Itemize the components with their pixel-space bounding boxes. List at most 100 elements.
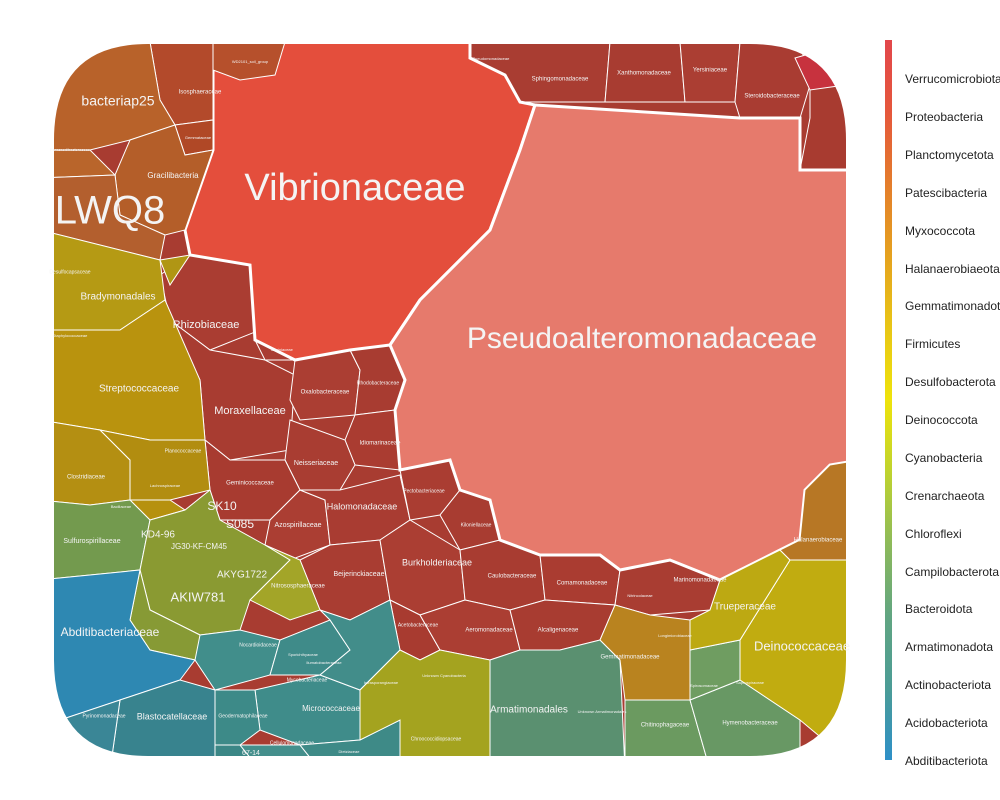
label-halanaerobiaceae: Halanaerobiaceae	[794, 538, 843, 544]
label-spirosomaceae: Spirosomaceae	[690, 683, 719, 688]
label-clostridiaceae: Clostridiaceae	[67, 475, 106, 481]
legend-item: Actinobacteriota	[905, 678, 992, 692]
label-gemmataceae: Gemmataceae	[185, 135, 212, 140]
legend-item: Firmicutes	[905, 337, 961, 351]
cell-wd2101	[212, 42, 286, 81]
label-saprospiraceae: Saprospiraceae	[736, 680, 765, 685]
label-nocardioidaceae: Nocardioidaceae	[239, 642, 277, 648]
label-aeromonadaceae: Aeromonadaceae	[465, 628, 513, 634]
label-chitinophagaceae: Chitinophagaceae	[641, 723, 690, 729]
label-67-14: 67-14	[242, 750, 260, 757]
legend-item: Chloroflexi	[905, 527, 962, 541]
label-kiloniellaceae: Kiloniellaceae	[461, 522, 492, 528]
label-erwiniaceae: Erwiniaceae	[271, 347, 294, 352]
cell-pseudoalteromonadaceae	[388, 103, 848, 582]
label-micrococcaceae: Micrococcaceae	[302, 704, 360, 713]
label-bacteriap25: bacteriap25	[81, 93, 154, 109]
label-staphylococcaceae: Staphylococcaceae	[53, 333, 88, 338]
label-sphingomonadaceae: Sphingomonadaceae	[532, 77, 589, 83]
labels-layer: Vibrionaceae Pseudoalteromonadaceae LWQ8…	[49, 56, 850, 757]
label-blastocatellaceae: Blastocatellaceae	[137, 711, 208, 721]
legend-item: Myxococcota	[905, 224, 976, 238]
label-streptococcaceae: Streptococcaceae	[99, 384, 179, 395]
label-s085: S085	[226, 517, 254, 531]
cell-lwq8	[52, 174, 166, 261]
label-gracilibacteria: Gracilibacteria	[147, 171, 199, 180]
label-yersiniaceae: Yersiniaceae	[693, 68, 728, 74]
label-isosphaeraceae: Isosphaeraceae	[179, 90, 222, 96]
label-azospirillaceae: Azospirillaceae	[274, 522, 321, 529]
legend-item: Deinococcota	[905, 413, 978, 427]
cell-geodermatophilaceae	[214, 689, 261, 746]
cell-halanaerobiaceae	[779, 459, 848, 561]
label-intrasporangiaceae: Intrasporangiaceae	[364, 680, 399, 685]
label-geminicoccaceae: Geminicoccaceae	[226, 481, 274, 487]
legend-item: Crenarchaeota	[905, 489, 985, 503]
label-armatimonadales: Armatimonadales	[490, 705, 568, 716]
label-bacillaceae: Bacillaceae	[111, 504, 132, 509]
label-beijerinckiaceae: Beijerinckiaceae	[334, 571, 385, 578]
label-sporichthyaceae: Sporichthyaceae	[288, 652, 319, 657]
label-dietziaceae: Dietziaceae	[339, 749, 361, 754]
cell-nitrososphaeraceae	[249, 544, 321, 621]
label-gemmatimonadaceae: Gemmatimonadaceae	[600, 655, 660, 661]
label-steroidobacteraceae: Steroidobacteraceae	[744, 94, 800, 100]
label-pseudoalteromonadaceae: Pseudoalteromonadaceae	[467, 322, 817, 355]
label-neisseriaceae: Neisseriaceae	[294, 460, 338, 467]
legend-color-bar	[885, 40, 892, 760]
label-moraxellaceae: Moraxellaceae	[214, 405, 286, 417]
legend-item: Campilobacterota	[905, 565, 1000, 579]
label-nitrincolaceae: Nitrincolaceae	[627, 593, 653, 598]
label-pyrinomonadaceae: Pyrinomonadaceae	[82, 713, 125, 719]
label-lwq8: LWQ8	[55, 189, 165, 233]
label-pectobacteriaceae: Pectobacteriaceae	[403, 488, 445, 494]
legend-item: Cyanobacteria	[905, 451, 983, 465]
label-geodermatophilaceae: Geodermatophilaceae	[218, 713, 267, 719]
label-ilumatobacteraceae: Ilumatobacteraceae	[306, 660, 342, 665]
label-unknown-cyanobacteria: Unknown Cyanobacteria	[422, 673, 466, 678]
label-abditibacteriaceae: Abditibacteriaceae	[61, 625, 160, 639]
label-wd2101: WD2101_soil_group	[232, 59, 269, 64]
label-rhodobacteraceae: Rhodobacteraceae	[357, 380, 399, 386]
label-longimicrobiaceae: Longimicrobiaceae	[658, 633, 692, 638]
label-cellulomonadaceae: Cellulomonadaceae	[270, 740, 314, 746]
label-hymenobacteraceae: Hymenobacteraceae	[722, 721, 778, 727]
label-idiomarinaceae: Idiomarinaceae	[359, 441, 401, 447]
legend-item: Acidobacteriota	[905, 716, 988, 730]
label-planococcaceae: Planococcaceae	[165, 448, 202, 454]
label-comamonadaceae: Comamonadaceae	[557, 581, 608, 587]
legend-item: Bacteroidota	[905, 602, 973, 616]
label-nitrososphaeraceae: Nitrososphaeraceae	[271, 584, 325, 590]
legend-item: Gemmatimonadota	[905, 299, 1000, 313]
label-kd4-96: KD4-96	[141, 530, 175, 541]
label-trueperaceae: Trueperaceae	[714, 602, 776, 613]
legend-item: Planctomycetota	[905, 148, 994, 162]
cell-planococcaceae	[98, 429, 211, 501]
label-vibrionaceae: Vibrionaceae	[244, 167, 465, 209]
label-rhizobiaceae: Rhizobiaceae	[173, 319, 240, 331]
label-pseudomonadaceae: Pseudomonadaceae	[473, 56, 510, 61]
label-caulobacteraceae: Caulobacteraceae	[488, 574, 537, 580]
label-deinococcaceae: Deinococcaceae	[754, 638, 850, 653]
label-mycobacteriaceae: Mycobacteriaceae	[287, 677, 328, 683]
legend-item: Abditibacteriota	[905, 754, 988, 768]
treemap-frame	[50, 40, 850, 760]
legend-item: Desulfobacterota	[905, 375, 996, 389]
label-lachnospiraceae: Lachnospiraceae	[150, 483, 181, 488]
label-chroococcidiopsaceae: Chroococcidiopsaceae	[411, 736, 462, 742]
label-paracaedibacteraceae: Paracaedibacteraceae	[50, 147, 91, 152]
label-sk10: SK10	[207, 499, 237, 513]
label-akiw781: AKIW781	[171, 589, 226, 604]
label-jg30: JG30-KF-CM45	[171, 542, 228, 551]
label-halomonadaceae: Halomonadaceae	[327, 501, 398, 511]
cell-desulfocapsaceae	[159, 254, 192, 287]
cell-steroidobacteraceae	[734, 42, 811, 119]
legend-item: Verrucomicrobiota	[905, 72, 1000, 86]
label-acetobacteraceae: Acetobacteraceae	[398, 622, 439, 628]
legend-item: Patescibacteria	[905, 186, 988, 200]
label-burkholderiaceae: Burkholderiaceae	[402, 557, 472, 567]
label-akyg1722: AKYG1722	[217, 570, 267, 581]
cell-chroococcidiopsaceae	[359, 649, 491, 758]
label-desulfocapsaceae: Desulfocapsaceae	[49, 269, 90, 275]
